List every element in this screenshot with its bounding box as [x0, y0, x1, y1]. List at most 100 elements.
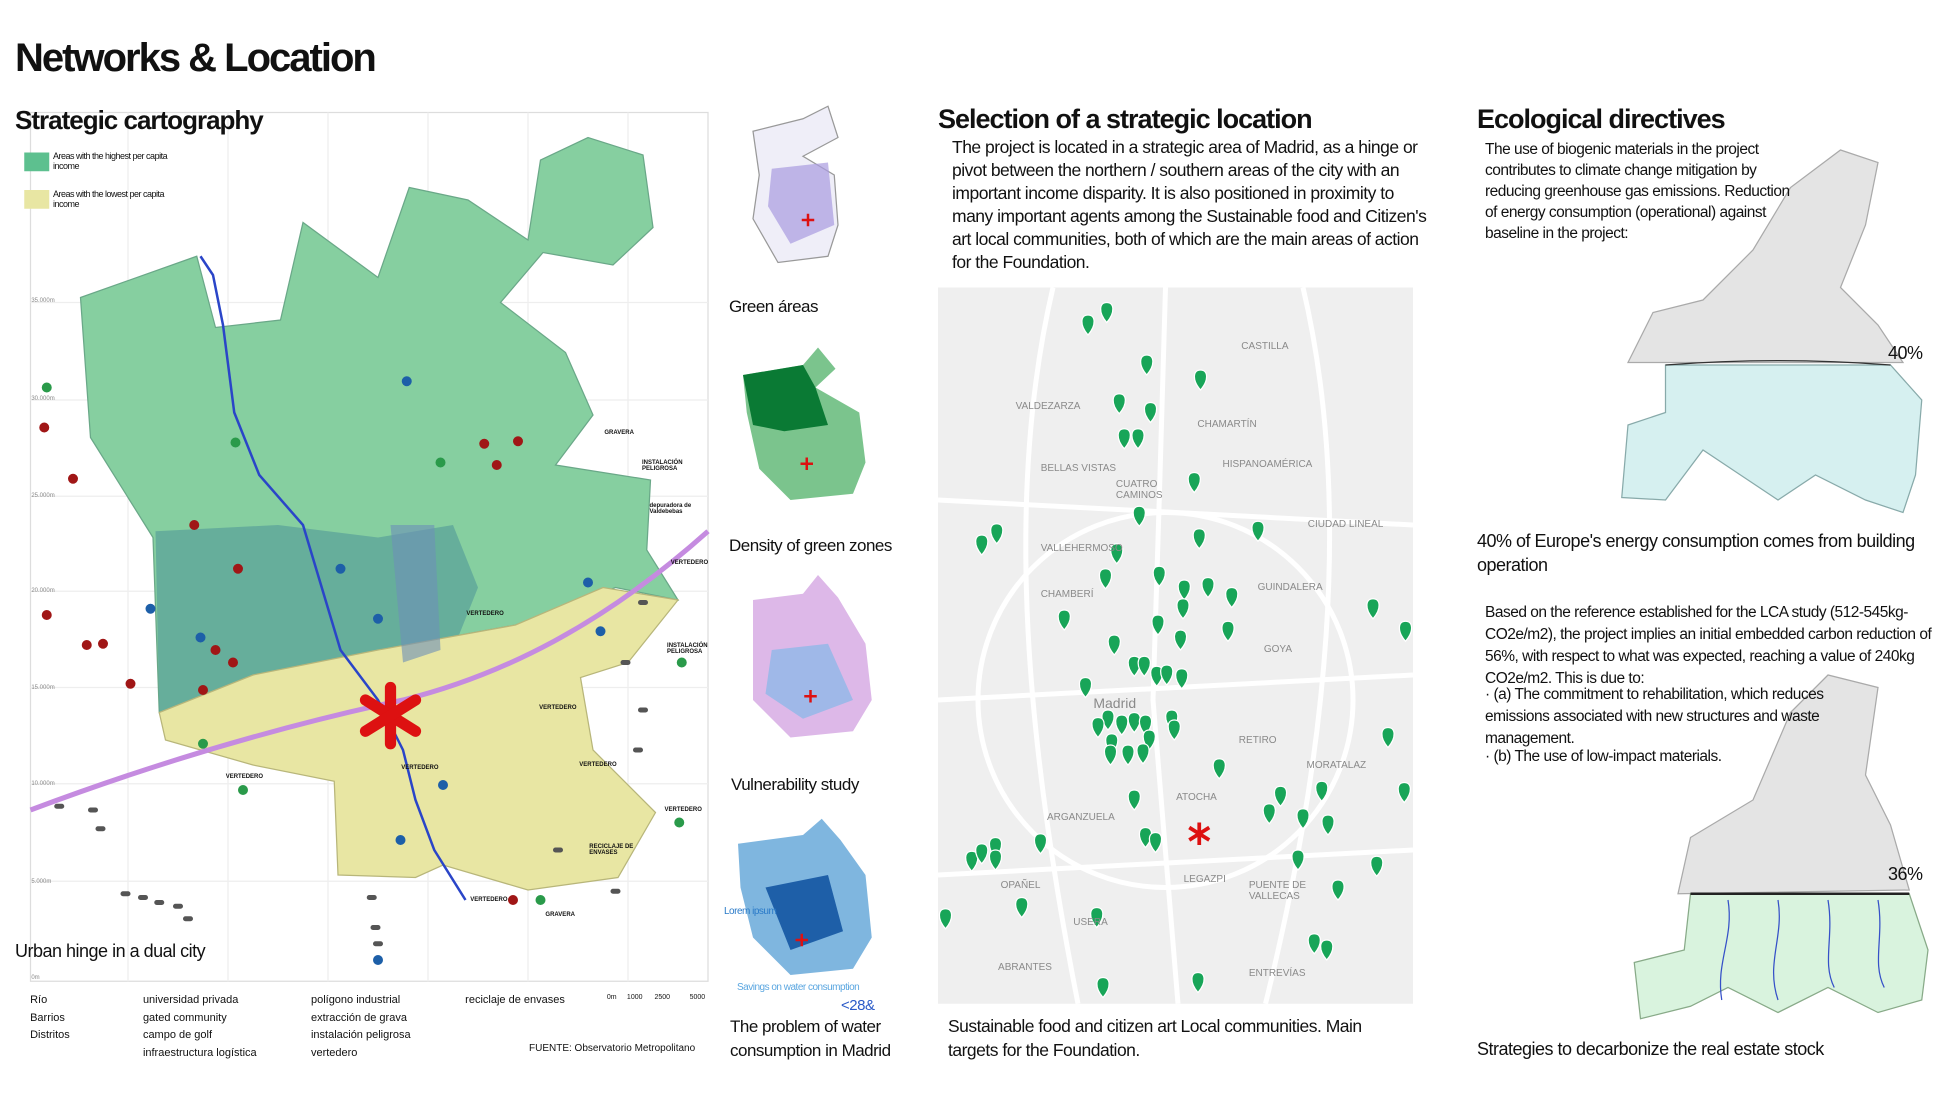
icon: [583, 577, 593, 588]
europe-south: [1621, 364, 1923, 514]
map-label: ENTREVÍAS: [1248, 967, 1306, 979]
map-label: VERTEDERO: [401, 764, 439, 771]
map-label: 5.000m: [31, 878, 52, 885]
icon: [1262, 803, 1276, 825]
streets: [937, 286, 1414, 1005]
icon: [1103, 744, 1118, 766]
strategy-lines: [1719, 899, 1885, 1001]
map-label: extracción de grava: [310, 1011, 407, 1024]
map-label: CUATRO CAMINOS: [1115, 478, 1163, 501]
map-label: 1000: [626, 994, 643, 1002]
icon: [54, 803, 65, 809]
icon: [198, 738, 208, 749]
icon: [1137, 655, 1151, 678]
location-asterisk: [1188, 822, 1211, 845]
icon: [370, 925, 381, 930]
icon: [1173, 629, 1188, 651]
map-label: 35.000m: [31, 298, 55, 305]
map-label: GUINDALERA: [1257, 581, 1323, 593]
icon: [230, 437, 241, 448]
map-label: USERA: [1073, 916, 1108, 928]
europe-south: [1633, 893, 1929, 1020]
map-label: INSTALACIÓN PELIGROSA: [667, 643, 708, 656]
icon: [1307, 933, 1321, 955]
hinge-line: [29, 529, 710, 813]
map-label: BELLAS VISTAS: [1040, 462, 1117, 474]
legend-label: Areas with the lowest per capita income: [53, 189, 165, 209]
map-label: depuradora de Valdebebas: [649, 502, 692, 515]
icon: [1117, 428, 1131, 450]
map-label: VALDEZARZA: [1015, 401, 1081, 413]
icon: [1381, 726, 1395, 749]
icon: [990, 523, 1004, 545]
icon: [366, 895, 377, 900]
icon: [676, 657, 687, 668]
map-label: OPAÑEL: [1000, 880, 1041, 892]
map-label: MORATALAZ: [1306, 759, 1367, 771]
icon: [1033, 833, 1048, 855]
map-label: VERTEDERO: [664, 807, 702, 814]
icon: [1167, 719, 1181, 741]
study-caption: Green áreas: [729, 297, 819, 316]
map-label: VALLEHERMOSO: [1040, 542, 1123, 554]
icon: [553, 847, 563, 853]
icon: [1143, 401, 1158, 424]
map-label: ABRANTES: [998, 961, 1052, 973]
icon: [1136, 743, 1150, 765]
list-item: · (a) The commitment to rehabilitation, …: [1485, 686, 1824, 747]
map-label: Barrios: [30, 1011, 65, 1024]
section-title: Ecological directives: [1477, 104, 1726, 134]
icon: [1175, 668, 1189, 690]
icon: [513, 436, 523, 447]
icon: [1078, 676, 1093, 699]
paragraph: The project is located in a strategic ar…: [952, 137, 1427, 272]
icon: [98, 638, 108, 649]
icon: [1015, 896, 1029, 919]
map-label: VERTEDERO: [670, 560, 709, 567]
icon: [1057, 609, 1071, 631]
icon: [1273, 785, 1288, 808]
map-label: VERTEDERO: [466, 610, 504, 617]
legend-swatch: [24, 190, 50, 209]
icon: [1291, 849, 1305, 871]
icon: [39, 422, 50, 433]
map-label: gated community: [142, 1011, 227, 1024]
study-map: [765, 875, 843, 950]
map-label: reciclaje de envases: [465, 994, 565, 1007]
river: [199, 255, 467, 901]
europe-north: [1677, 674, 1911, 895]
icon: [238, 785, 248, 795]
map-label: VERTEDERO: [579, 762, 617, 769]
icon: [95, 826, 106, 832]
icon: [335, 563, 346, 574]
district: [390, 525, 441, 663]
icon: [975, 843, 989, 865]
map-label: LEGAZPI: [1183, 873, 1226, 885]
legend-label: Areas with the highest per capita income: [53, 151, 168, 171]
icon: [638, 707, 648, 713]
map-label: ATOCHA: [1176, 792, 1217, 804]
icon: [1121, 744, 1135, 766]
icon: [1132, 505, 1146, 528]
icon: [173, 903, 183, 909]
icon: [395, 835, 406, 845]
icon: [228, 657, 238, 668]
caption: 40% of Europe's energy consumption comes…: [1477, 531, 1915, 575]
icon: [1321, 814, 1335, 836]
south-area: [158, 586, 680, 891]
icon: [975, 534, 989, 556]
icon: [189, 520, 200, 530]
map-label: VERTEDERO: [539, 704, 577, 711]
icon: [1315, 780, 1329, 803]
icon: [1397, 781, 1411, 804]
paragraph: Based on the reference established for t…: [1485, 604, 1932, 687]
caption: Strategies to decarbonize the real estat…: [1477, 1039, 1824, 1059]
icon: [1176, 598, 1190, 620]
figure: 40%: [1888, 343, 1923, 363]
icon: [1320, 939, 1334, 961]
icon: [145, 603, 156, 614]
icon: [1296, 808, 1310, 830]
map-label: instalación peligrosa: [310, 1029, 411, 1042]
map-label: GRAVERA: [545, 911, 575, 918]
